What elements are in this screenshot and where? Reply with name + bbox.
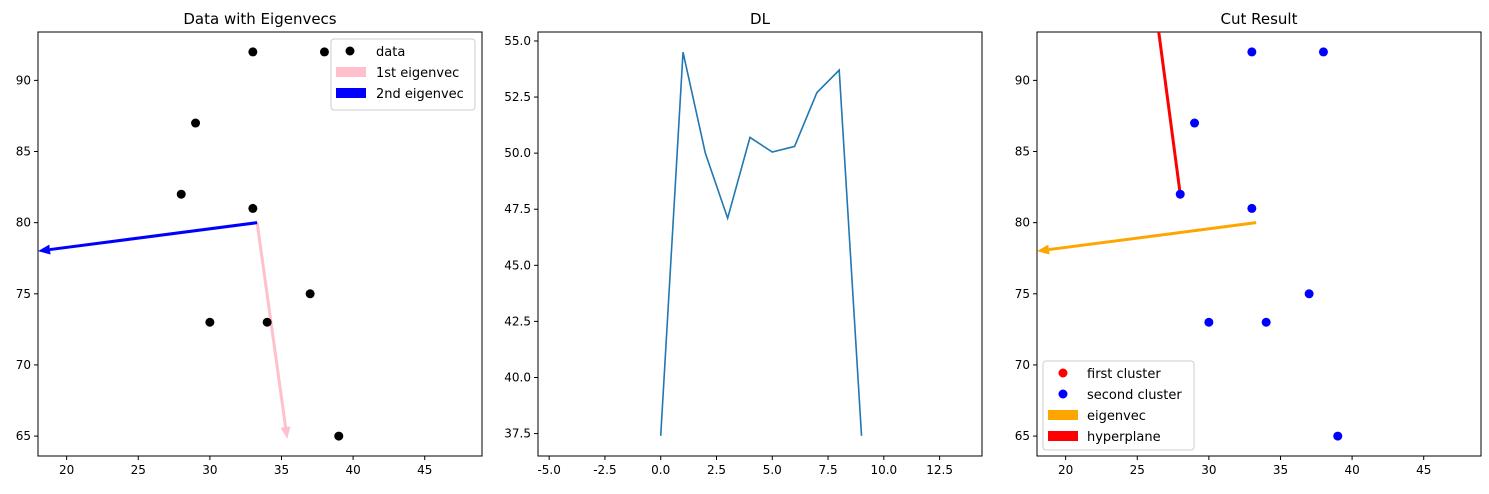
y-tick-label: 37.5 [504,427,531,441]
y-tick-label: 90 [1015,73,1030,87]
second-cluster-point [1247,204,1256,213]
x-tick-label: 20 [1058,463,1073,477]
y-tick-label: 42.5 [504,314,531,328]
y-tick-label: 70 [16,358,31,372]
plot-area-dl: -5.0 -2.5 0.0 2.5 5.0 7.5 10.0 12.5 37.5 40.0 42.5… [504,32,982,477]
y-tick-label: 40.0 [504,370,531,384]
legend-label-2nd-eigenvec: 2nd eigenvec [376,87,464,102]
legend-eigenvecs: data 1st eigenvec 2nd eigenvec [331,39,475,110]
plot-content [38,47,343,440]
x-tick-label: 25 [131,463,146,477]
legend-label-second-cluster: second cluster [1087,388,1182,403]
x-tick-label: 7.5 [819,463,838,477]
y-tick-label: 65 [1015,429,1030,443]
2nd-eigenvec-arrow-head [38,245,51,255]
1st-eigenvec-arrow-head [281,426,291,439]
legend-cut-result: first cluster second cluster eigenvec hy… [1043,361,1194,450]
x-tick-label: 45 [417,463,432,477]
chart-title-cut-result: Cut Result [1221,10,1298,28]
legend-patch-eigenvec [1048,410,1078,420]
x-tick-label: 40 [1344,463,1359,477]
y-tick-label: 52.5 [504,90,531,104]
2nd-eigenvec-arrow-shaft [50,223,257,250]
axes-frame [538,32,982,456]
legend-marker-first-cluster [1059,369,1068,378]
second-cluster-point [1305,289,1314,298]
y-tick-label: 80 [1015,216,1030,230]
y-tick-label: 75 [1015,287,1030,301]
x-tick-label: 10.0 [870,463,897,477]
data-point [191,119,200,128]
legend-patch-1st-eigenvec [336,67,366,77]
data-point [205,318,214,327]
y-tick-label: 80 [16,216,31,230]
legend-marker-data [346,47,355,56]
second-cluster-point [1247,47,1256,56]
legend-label-1st-eigenvec: 1st eigenvec [376,66,459,81]
legend-patch-2nd-eigenvec [336,88,366,98]
second-cluster-point [1333,432,1342,441]
legend-label-first-cluster: first cluster [1087,367,1161,382]
x-tick-label: 5.0 [763,463,782,477]
legend-label-data: data [376,45,405,60]
chart-title-dl: DL [750,10,771,28]
x-tick-label: 2.5 [707,463,726,477]
data-point [248,204,257,213]
dl-line [661,52,862,436]
x-tick-label: 35 [1273,463,1288,477]
eigenvec-arrow-shaft [1049,223,1256,250]
second-cluster-point [1190,119,1199,128]
second-cluster-point [1204,318,1213,327]
x-tick-label: 12.5 [926,463,953,477]
y-tick-label: 50.0 [504,146,531,160]
legend-label-hyperplane: hyperplane [1087,430,1161,445]
y-tick-label: 85 [1015,145,1030,159]
data-point [306,289,315,298]
data-point [248,47,257,56]
y-tick-label: 70 [1015,358,1030,372]
x-tick-label: 20 [59,463,74,477]
eigenvec-arrow-head [1037,245,1050,255]
y-tick-label: 90 [16,73,31,87]
x-tick-label: 35 [274,463,289,477]
y-tick-label: 85 [16,145,31,159]
x-tick-label: 40 [345,463,360,477]
legend-marker-second-cluster [1059,390,1068,399]
hyperplane-line [1159,32,1180,194]
x-tick-label: 30 [202,463,217,477]
data-point [263,318,272,327]
data-point [320,47,329,56]
legend-patch-hyperplane [1048,431,1078,441]
x-tick-label: 0.0 [651,463,670,477]
plot-content [661,52,862,436]
second-cluster-point [1262,318,1271,327]
x-tick-label: -5.0 [537,463,560,477]
y-tick-label: 47.5 [504,202,531,216]
y-tick-label: 45.0 [504,258,531,272]
x-tick-label: 30 [1201,463,1216,477]
y-tick-label: 55.0 [504,34,531,48]
second-cluster-point [1176,190,1185,199]
data-point [177,190,186,199]
x-tick-label: 45 [1416,463,1431,477]
legend-label-eigenvec: eigenvec [1087,409,1146,424]
y-tick-label: 65 [16,429,31,443]
chart-title-eigenvecs: Data with Eigenvecs [183,10,336,28]
1st-eigenvec-arrow-shaft [257,223,285,427]
data-point [334,432,343,441]
x-tick-label: -2.5 [593,463,616,477]
second-cluster-point [1319,47,1328,56]
x-tick-label: 25 [1130,463,1145,477]
y-tick-label: 75 [16,287,31,301]
